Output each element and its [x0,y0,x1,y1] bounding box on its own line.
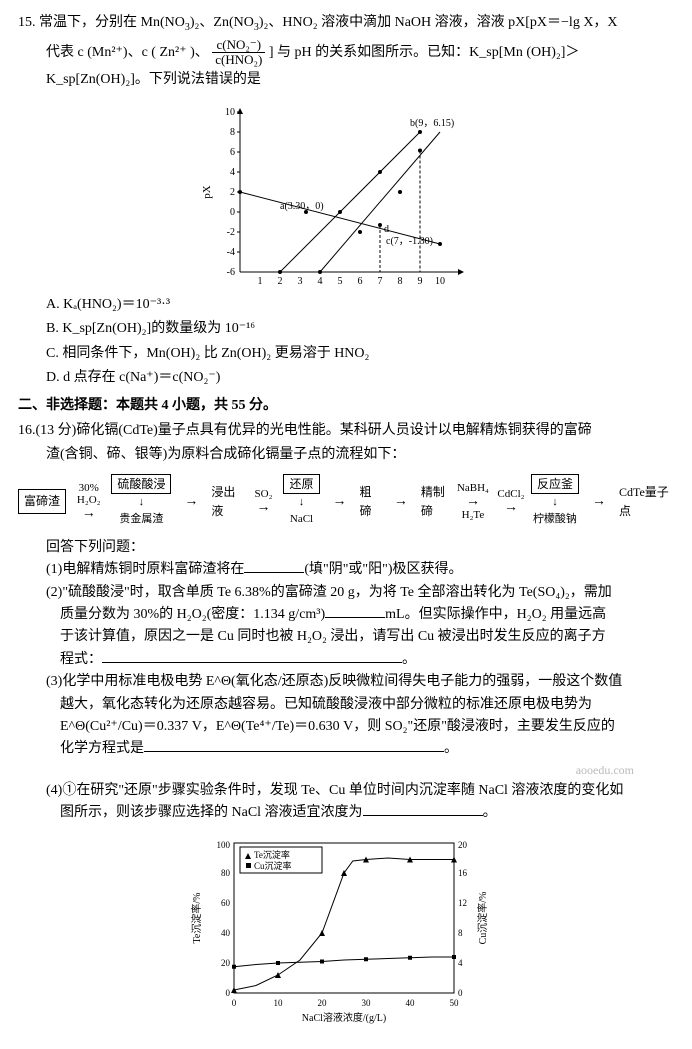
flow-arrow: 30% H₂O₂→ [68,482,109,522]
svg-text:60: 60 [221,898,231,908]
q16-stem2: 渣(含铜、碲、银等)为原料合成碲化镉量子点的流程如下： [18,444,674,466]
opt-a: A. Kₐ(HNO₂)＝10⁻³·³ [46,294,674,316]
q15-line1: 15. 常温下，分别在 Mn(NO3)₂、Zn(NO3)₂、HNO₂ 溶液中滴加… [18,12,674,36]
svg-text:3: 3 [298,276,303,287]
svg-text:40: 40 [221,928,231,938]
svg-text:16: 16 [458,868,468,878]
svg-text:2: 2 [230,187,235,198]
q16-stem1: 16.(13 分)碲化镉(CdTe)量子点具有优异的光电性能。某科研人员设计以电… [18,420,674,442]
q16-p2e: 程式：。 [18,649,674,671]
section-2-head: 二、非选择题：本题共 4 小题，共 55 分。 [18,395,674,417]
svg-text:12: 12 [458,898,467,908]
svg-text:50: 50 [450,998,460,1008]
q16-p4b: 图所示，则该步骤应选择的 NaCl 溶液适宜浓度为。 [18,802,674,824]
q16-p2d: 于该计算值，原因之一是 Cu 同时也被 H₂O₂ 浸出，请写出 Cu 被浸出时发… [18,626,674,648]
svg-text:4: 4 [318,276,323,287]
svg-text:-2: -2 [227,227,235,238]
svg-text:6: 6 [358,276,363,287]
q15-num: 15. [18,15,36,30]
svg-text:0: 0 [226,988,231,998]
flow-node: 富碲渣 [18,489,66,514]
svg-text:80: 80 [221,868,231,878]
svg-text:Te沉淀率: Te沉淀率 [254,849,290,860]
svg-text:a(3.30，0): a(3.30，0) [280,201,324,212]
q16-answer-head: 回答下列问题： [18,537,674,559]
svg-text:20: 20 [458,840,468,850]
q15-line3: K_sp[Zn(OH)₂]。下列说法错误的是 [18,69,674,91]
svg-text:b(9，6.15): b(9，6.15) [410,118,454,129]
svg-text:6: 6 [230,147,235,158]
q16-p2b: 质量分数为 30%的 H₂O₂(密度：1.134 g/cm³)mL。但实际操作中… [18,604,674,626]
svg-text:9: 9 [418,276,423,287]
svg-text:Cu沉淀率: Cu沉淀率 [254,860,292,871]
svg-text:d: d [384,224,389,235]
q16-p2a: (2)"硫酸酸浸"时，取含单质 Te 6.38%的富碲渣 20 g，为将 Te … [18,582,674,604]
q16-p3c: E^Θ(Cu²⁺/Cu)＝0.337 V，E^Θ(Te⁴⁺/Te)＝0.630 … [18,716,674,738]
opt-c: C. 相同条件下，Mn(OH)₂ 比 Zn(OH)₂ 更易溶于 HNO₂ [46,343,674,365]
svg-text:8: 8 [458,928,463,938]
svg-text:NaCl溶液浓度/(g/L): NaCl溶液浓度/(g/L) [302,1011,386,1024]
svg-text:2: 2 [278,276,283,287]
blank[interactable] [325,604,385,618]
svg-text:8: 8 [398,276,403,287]
q16-p4a: (4)①在研究"还原"步骤实验条件时，发现 Te、Cu 单位时间内沉淀率随 Na… [18,780,674,802]
opt-d: D. d 点存在 c(Na⁺)＝c(NO₂⁻) [46,367,674,389]
fraction: c(NO₂⁻) c(HNO₂) [212,38,265,68]
watermark: aooedu.com [18,761,674,780]
svg-text:7: 7 [378,276,383,287]
svg-text:-6: -6 [227,267,235,278]
svg-text:0: 0 [232,998,237,1008]
flow-step: 硫酸酸浸 ↓贵金属渣 [111,475,171,529]
q16-p3d: 化学方程式是。 [18,738,674,760]
q16-flow: 富碲渣 30% H₂O₂→ 硫酸酸浸 ↓贵金属渣 → 浸出液 SO₂→ 还原 ↓… [18,475,674,529]
svg-text:10: 10 [225,107,235,118]
svg-text:4: 4 [458,958,463,968]
svg-text:0: 0 [458,988,463,998]
svg-text:40: 40 [406,998,416,1008]
q16-num: 16. [18,423,36,438]
svg-text:-4: -4 [227,247,235,258]
svg-text:pX: pX [201,185,213,199]
blank[interactable] [363,802,483,816]
q15-options: A. Kₐ(HNO₂)＝10⁻³·³ B. K_sp[Zn(OH)₂]的数量级为… [18,294,674,390]
blank[interactable] [144,738,444,752]
svg-text:20: 20 [221,958,231,968]
svg-text:1: 1 [258,276,263,287]
q15-line2: 代表 c (Mn²⁺)、c ( Zn²⁺ )、 c(NO₂⁻) c(HNO₂) … [18,38,674,68]
svg-text:20: 20 [318,998,328,1008]
q16-p3b: 越大，氧化态转化为还原态越容易。已知硫酸酸浸液中部分微粒的标准还原电极电势为 [18,694,674,716]
svg-text:10: 10 [435,276,445,287]
q16-p1: (1)电解精炼铜时原料富碲渣将在(填"阴"或"阳")极区获得。 [18,559,674,581]
svg-text:Te沉淀率/%: Te沉淀率/% [190,892,203,943]
svg-text:0: 0 [230,207,235,218]
svg-text:8: 8 [230,127,235,138]
flow-node: 浸出液 [211,483,243,521]
svg-text:4: 4 [230,167,235,178]
q16-p3a: (3)化学中用标准电极电势 E^Θ(氧化态/还原态)反映微粒间得失电子能力的强弱… [18,671,674,693]
svg-text:10: 10 [274,998,284,1008]
blank[interactable] [102,649,402,663]
svg-text:c(7，-1.30): c(7，-1.30) [386,236,433,247]
svg-text:Cu沉淀率/%: Cu沉淀率/% [476,891,489,944]
svg-text:5: 5 [338,276,343,287]
opt-b: B. K_sp[Zn(OH)₂]的数量级为 10⁻¹⁶ [46,318,674,340]
q15-chart: 10 8 6 4 2 0 -2 -4 -6 123 456 789 10 pX … [18,98,674,288]
svg-text:30: 30 [362,998,372,1008]
q16-chart: 0 20 40 60 80 100 0 4 8 12 16 20 0 10 20 30 40 50 Te… [18,831,674,1031]
svg-text:100: 100 [217,840,231,850]
blank[interactable] [244,559,304,573]
